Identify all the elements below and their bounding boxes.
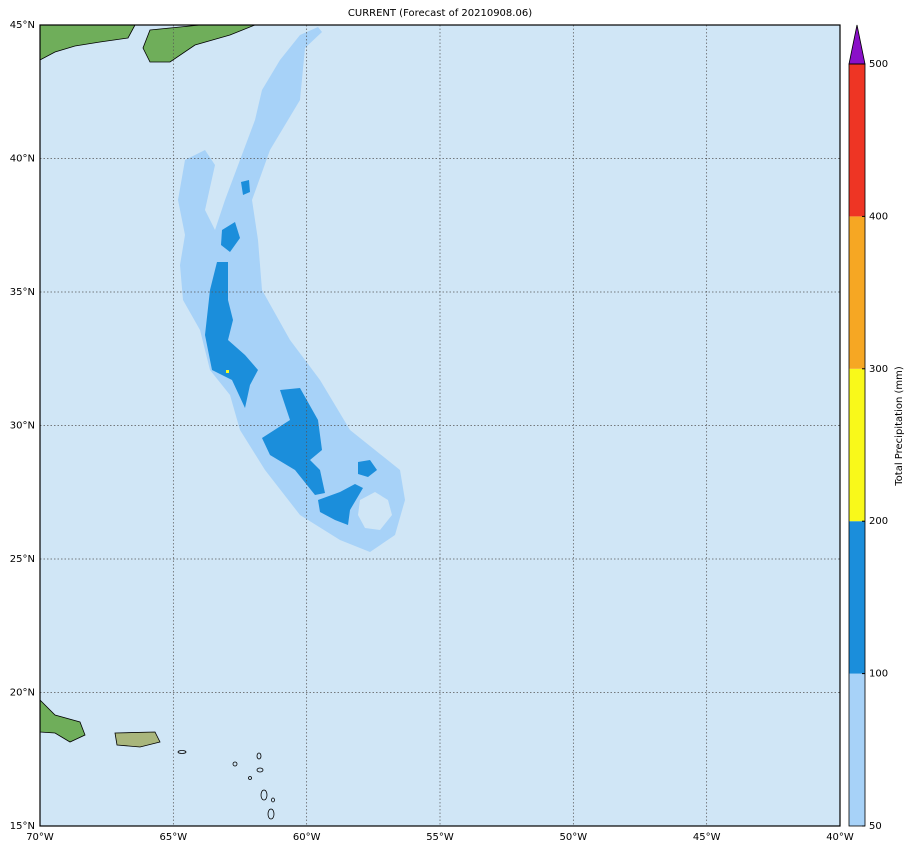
land (39, 24, 136, 61)
graticule (40, 25, 840, 826)
lon-label: 45°W (693, 832, 721, 843)
colorbar-tick-label: 400 (869, 211, 888, 222)
lon-label: 70°W (26, 832, 54, 843)
land (39, 699, 86, 743)
colorbar-segment (849, 368, 865, 522)
colorbar-label: Total Precipitation (mm) (894, 366, 905, 487)
lat-label: 15°N (10, 821, 35, 832)
precip-dark (241, 180, 250, 195)
lon-label: 60°W (293, 832, 321, 843)
colorbar-tick-label: 50 (869, 821, 882, 832)
precip-dark (262, 388, 325, 495)
lon-label: 65°W (160, 832, 188, 843)
lon-label: 55°W (426, 832, 454, 843)
map-title: CURRENT (Forecast of 20210908.06) (348, 8, 532, 19)
colorbar: 50 100 200 300 400 500 (848, 24, 888, 832)
colorbar-tick-label: 500 (869, 59, 888, 70)
colorbar-segment (849, 673, 865, 826)
colorbar-frame (848, 63, 866, 827)
precip-dark (358, 460, 377, 477)
colorbar-segment (849, 216, 865, 369)
colorbar-segment (849, 64, 865, 217)
lon-label: 40°W (826, 832, 854, 843)
colorbar-segment (849, 521, 865, 674)
islands (177, 750, 275, 820)
precip-hole (358, 492, 392, 530)
map-frame (39, 24, 841, 827)
colorbar-extend (848, 24, 866, 65)
lon-label: 50°W (560, 832, 588, 843)
lat-label: 30°N (10, 421, 35, 432)
land (114, 731, 161, 748)
colorbar-tick-label: 200 (869, 516, 888, 527)
precip-dark (221, 222, 240, 252)
colorbar-tick-label: 100 (869, 669, 888, 680)
precip-dark (318, 484, 363, 525)
precip-yellow (226, 370, 229, 373)
lat-label: 45°N (10, 20, 35, 31)
lat-label: 40°N (10, 154, 35, 165)
lat-label: 20°N (10, 688, 35, 699)
lat-label: 25°N (10, 554, 35, 565)
lat-label: 35°N (10, 287, 35, 298)
colorbar-tick-label: 300 (869, 364, 888, 375)
precip-dark (205, 262, 258, 408)
